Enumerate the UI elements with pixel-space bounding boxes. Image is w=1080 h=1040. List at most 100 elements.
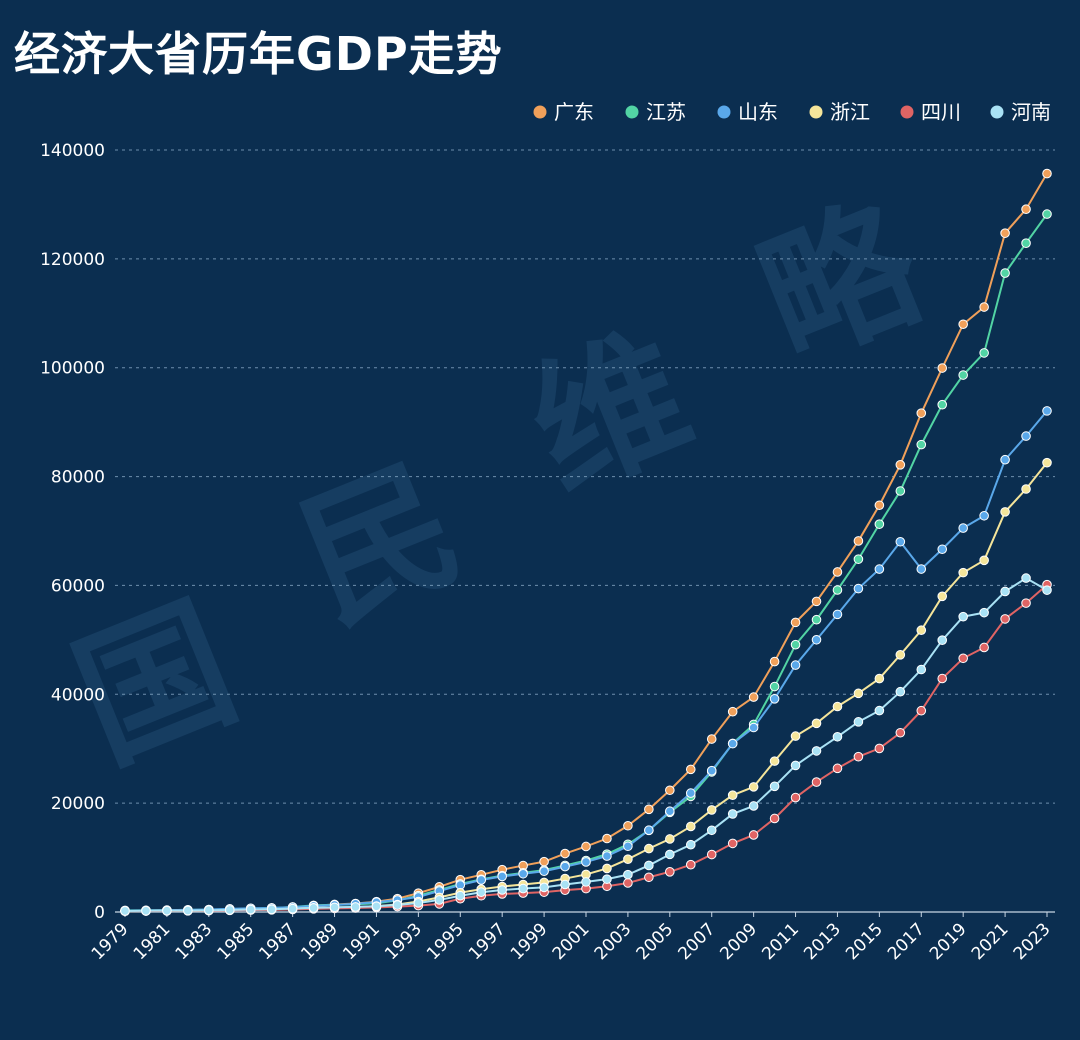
- data-point[interactable]: [790, 617, 801, 628]
- data-point[interactable]: [916, 705, 927, 716]
- data-point[interactable]: [1000, 507, 1010, 517]
- data-point[interactable]: [1042, 585, 1052, 595]
- data-point[interactable]: [937, 363, 948, 373]
- data-point[interactable]: [895, 650, 906, 660]
- data-point[interactable]: [727, 838, 738, 849]
- data-point[interactable]: [623, 841, 633, 852]
- data-point[interactable]: [350, 902, 361, 912]
- data-point[interactable]: [895, 459, 906, 470]
- data-point[interactable]: [539, 882, 549, 893]
- data-point[interactable]: [560, 879, 570, 890]
- data-point[interactable]: [937, 673, 948, 684]
- data-point[interactable]: [937, 635, 948, 646]
- data-point[interactable]: [602, 863, 612, 874]
- legend-item[interactable]: 广东: [533, 100, 595, 124]
- data-point[interactable]: [958, 370, 968, 380]
- data-point[interactable]: [727, 790, 738, 800]
- data-point[interactable]: [1021, 573, 1031, 583]
- data-point[interactable]: [853, 688, 864, 699]
- data-point[interactable]: [769, 813, 780, 824]
- data-point[interactable]: [832, 609, 843, 620]
- data-point[interactable]: [644, 872, 654, 883]
- data-point[interactable]: [832, 701, 843, 712]
- data-point[interactable]: [602, 833, 612, 844]
- data-point[interactable]: [204, 905, 214, 916]
- data-point[interactable]: [874, 519, 885, 529]
- data-point[interactable]: [874, 564, 885, 574]
- data-point[interactable]: [685, 859, 696, 870]
- data-point[interactable]: [832, 763, 843, 774]
- data-point[interactable]: [539, 856, 549, 867]
- data-point[interactable]: [518, 883, 528, 894]
- data-point[interactable]: [476, 875, 487, 885]
- data-point[interactable]: [916, 664, 927, 675]
- data-point[interactable]: [748, 692, 759, 702]
- data-point[interactable]: [790, 731, 801, 741]
- legend-item[interactable]: 四川: [900, 100, 962, 124]
- data-point[interactable]: [979, 555, 989, 566]
- data-point[interactable]: [748, 830, 759, 840]
- legend-item[interactable]: 山东: [717, 100, 779, 124]
- data-point[interactable]: [266, 904, 277, 915]
- data-point[interactable]: [623, 854, 633, 864]
- data-point[interactable]: [790, 639, 801, 650]
- data-point[interactable]: [1021, 238, 1031, 249]
- data-point[interactable]: [329, 902, 340, 913]
- data-point[interactable]: [665, 806, 675, 817]
- data-point[interactable]: [937, 591, 948, 602]
- data-point[interactable]: [937, 544, 948, 555]
- data-point[interactable]: [1021, 484, 1031, 494]
- data-point[interactable]: [895, 486, 906, 496]
- data-point[interactable]: [183, 905, 193, 916]
- data-point[interactable]: [916, 564, 927, 574]
- data-point[interactable]: [979, 510, 989, 521]
- data-point[interactable]: [706, 849, 717, 860]
- data-point[interactable]: [958, 567, 968, 578]
- data-point[interactable]: [685, 788, 696, 798]
- data-point[interactable]: [1042, 168, 1052, 179]
- data-point[interactable]: [623, 869, 633, 880]
- data-point[interactable]: [581, 877, 591, 887]
- data-point[interactable]: [874, 743, 885, 754]
- data-point[interactable]: [874, 500, 885, 511]
- data-point[interactable]: [958, 319, 968, 330]
- legend-item[interactable]: 浙江: [809, 100, 871, 124]
- data-point[interactable]: [790, 792, 801, 803]
- data-point[interactable]: [811, 596, 822, 607]
- legend-item[interactable]: 河南: [990, 100, 1052, 124]
- data-point[interactable]: [644, 825, 654, 836]
- data-point[interactable]: [413, 898, 424, 908]
- data-point[interactable]: [1042, 209, 1052, 219]
- data-point[interactable]: [853, 554, 864, 564]
- data-point[interactable]: [958, 611, 968, 622]
- data-point[interactable]: [685, 764, 696, 775]
- data-point[interactable]: [581, 857, 591, 867]
- data-point[interactable]: [141, 905, 151, 916]
- data-point[interactable]: [518, 868, 528, 879]
- data-point[interactable]: [685, 839, 696, 850]
- data-point[interactable]: [602, 874, 612, 884]
- data-point[interactable]: [371, 901, 382, 912]
- legend[interactable]: 广东 江苏 山东 浙江 四川 河南: [533, 100, 1052, 124]
- data-point[interactable]: [665, 834, 675, 844]
- data-point[interactable]: [727, 706, 738, 717]
- data-point[interactable]: [979, 348, 989, 358]
- data-point[interactable]: [811, 777, 822, 787]
- data-point[interactable]: [769, 756, 780, 766]
- data-point[interactable]: [623, 820, 633, 831]
- data-point[interactable]: [560, 848, 570, 859]
- data-point[interactable]: [308, 903, 319, 913]
- data-point[interactable]: [769, 694, 780, 704]
- data-point[interactable]: [665, 785, 675, 796]
- data-point[interactable]: [832, 567, 843, 577]
- data-point[interactable]: [853, 583, 864, 594]
- data-point[interactable]: [162, 905, 172, 916]
- data-point[interactable]: [245, 904, 256, 915]
- data-point[interactable]: [811, 746, 822, 756]
- data-point[interactable]: [958, 523, 968, 533]
- data-point[interactable]: [832, 585, 843, 595]
- data-point[interactable]: [1021, 431, 1031, 441]
- data-point[interactable]: [916, 408, 927, 418]
- data-point[interactable]: [790, 660, 801, 670]
- data-point[interactable]: [706, 765, 717, 776]
